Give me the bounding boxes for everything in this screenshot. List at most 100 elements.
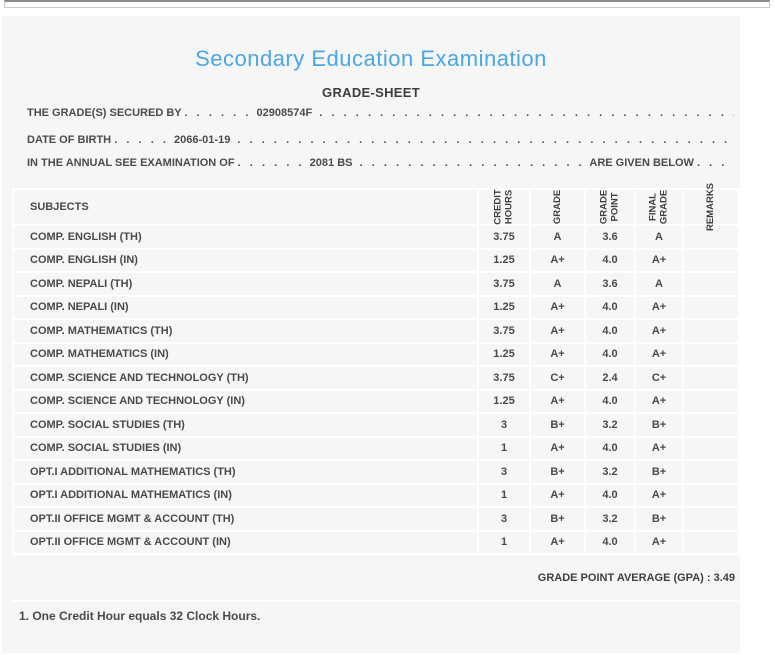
final-grade-cell: B+ bbox=[634, 459, 684, 485]
grade-cell: C+ bbox=[529, 365, 586, 391]
grade-cell: A+ bbox=[529, 341, 586, 367]
credit-hours-cell: 3 bbox=[477, 506, 531, 532]
remarks-cell bbox=[682, 294, 740, 320]
info-line-secured-by: THE GRADE(S) SECURED BY . . . . . . 0290… bbox=[27, 107, 734, 122]
final-grade-cell: A+ bbox=[634, 318, 684, 344]
grade-point-cell: 4.0 bbox=[584, 341, 636, 367]
subject-cell: COMP. SOCIAL STUDIES (IN) bbox=[12, 435, 479, 461]
final-grade-cell: A+ bbox=[634, 247, 684, 273]
final-grade-cell: B+ bbox=[634, 412, 684, 438]
subject-cell: OPT.II OFFICE MGMT & ACCOUNT (IN) bbox=[12, 529, 479, 555]
remarks-cell bbox=[682, 365, 740, 391]
subject-cell: COMP. ENGLISH (IN) bbox=[12, 247, 479, 273]
subject-cell: COMP. NEPALI (IN) bbox=[12, 294, 479, 320]
dotted-leader: . . . . . . . . . . . . . . . . . . . . … bbox=[233, 134, 734, 146]
table-row: COMP. NEPALI (TH) 3.75 A 3.6 A bbox=[12, 271, 740, 297]
top-bar bbox=[4, 0, 770, 8]
table-row: OPT.II OFFICE MGMT & ACCOUNT (TH) 3 B+ 3… bbox=[12, 506, 740, 532]
remarks-cell bbox=[682, 482, 740, 508]
subject-cell: COMP. SOCIAL STUDIES (TH) bbox=[12, 412, 479, 438]
table-row: OPT.I ADDITIONAL MATHEMATICS (TH) 3 B+ 3… bbox=[12, 459, 740, 485]
credit-hours-cell: 3 bbox=[477, 412, 531, 438]
final-grade-cell: A bbox=[634, 271, 684, 297]
credit-hours-cell: 1 bbox=[477, 435, 531, 461]
grade-cell: A+ bbox=[529, 482, 586, 508]
credit-hours-cell: 3.75 bbox=[477, 318, 531, 344]
remarks-cell bbox=[682, 271, 740, 297]
final-grade-cell: A+ bbox=[634, 388, 684, 414]
credit-hours-cell: 3.75 bbox=[477, 271, 531, 297]
final-grade-cell: A+ bbox=[634, 294, 684, 320]
subject-cell: COMP. MATHEMATICS (TH) bbox=[12, 318, 479, 344]
credit-hours-cell: 3 bbox=[477, 459, 531, 485]
grade-sheet-panel: Secondary Education Examination GRADE-SH… bbox=[0, 14, 742, 655]
subject-cell: COMP. NEPALI (TH) bbox=[12, 271, 479, 297]
page-title: Secondary Education Examination bbox=[195, 46, 547, 71]
credit-hours-cell: 1 bbox=[477, 529, 531, 555]
credit-hours-cell: 1 bbox=[477, 482, 531, 508]
subject-cell: OPT.II OFFICE MGMT & ACCOUNT (TH) bbox=[12, 506, 479, 532]
table-header-row: SUBJECTS CREDIT HOURS GRADE GRADE POINT … bbox=[12, 183, 740, 231]
grade-point-cell: 4.0 bbox=[584, 318, 636, 344]
dotted-leader: . . . . . bbox=[114, 134, 171, 146]
date-of-birth-label: DATE OF BIRTH bbox=[27, 134, 115, 146]
subject-cell: COMP. SCIENCE AND TECHNOLOGY (TH) bbox=[12, 365, 479, 391]
gpa-value-text: GRADE POINT AVERAGE (GPA) : 3.49 bbox=[537, 571, 735, 584]
final-grade-cell: A+ bbox=[634, 529, 684, 555]
grade-table-section: SUBJECTS CREDIT HOURS GRADE GRADE POINT … bbox=[12, 183, 740, 623]
table-row: COMP. SOCIAL STUDIES (TH) 3 B+ 3.2 B+ bbox=[12, 412, 740, 438]
grade-point-cell: 2.4 bbox=[584, 365, 636, 391]
column-header-grade: GRADE bbox=[529, 188, 586, 226]
column-header-remarks: REMARKS bbox=[682, 183, 740, 231]
grade-point-cell: 4.0 bbox=[584, 529, 636, 555]
table-row: OPT.I ADDITIONAL MATHEMATICS (IN) 1 A+ 4… bbox=[12, 482, 740, 508]
credit-hours-cell: 3.75 bbox=[477, 224, 531, 250]
grade-cell: A+ bbox=[529, 294, 586, 320]
info-line-examination-year: IN THE ANNUAL SEE EXAMINATION OF . . . .… bbox=[27, 157, 734, 172]
dotted-leader: . . . . . . . . . . . . . . . . . . . . … bbox=[319, 107, 734, 119]
grade-point-cell: 3.2 bbox=[584, 459, 636, 485]
subject-cell: COMP. SCIENCE AND TECHNOLOGY (IN) bbox=[12, 388, 479, 414]
column-header-credit-hours: CREDIT HOURS bbox=[477, 188, 531, 226]
credit-hour-note: 1. One Credit Hour equals 32 Clock Hours… bbox=[19, 609, 261, 623]
subject-cell: COMP. ENGLISH (TH) bbox=[12, 224, 479, 250]
table-row: COMP. ENGLISH (IN) 1.25 A+ 4.0 A+ bbox=[12, 247, 740, 273]
candidate-symbol-number: 02908574F bbox=[253, 107, 316, 119]
grade-point-cell: 3.2 bbox=[584, 506, 636, 532]
remarks-cell bbox=[682, 388, 740, 414]
gpa-summary-row: GRADE POINT AVERAGE (GPA) : 3.49 bbox=[12, 555, 738, 600]
remarks-cell bbox=[682, 459, 740, 485]
divider bbox=[12, 600, 738, 602]
grade-cell: B+ bbox=[529, 412, 586, 438]
grade-cell: A+ bbox=[529, 529, 586, 555]
grade-table: SUBJECTS CREDIT HOURS GRADE GRADE POINT … bbox=[12, 183, 740, 555]
table-row: OPT.II OFFICE MGMT & ACCOUNT (IN) 1 A+ 4… bbox=[12, 529, 740, 555]
grade-point-cell: 4.0 bbox=[584, 294, 636, 320]
grade-point-cell: 4.0 bbox=[584, 482, 636, 508]
table-row: COMP. MATHEMATICS (IN) 1.25 A+ 4.0 A+ bbox=[12, 341, 740, 367]
subject-cell: COMP. MATHEMATICS (IN) bbox=[12, 341, 479, 367]
page-subtitle: GRADE-SHEET bbox=[322, 85, 420, 100]
table-row: COMP. NEPALI (IN) 1.25 A+ 4.0 A+ bbox=[12, 294, 740, 320]
are-given-below-label: ARE GIVEN BELOW bbox=[586, 157, 697, 169]
grade-rows: COMP. ENGLISH (TH) 3.75 A 3.6 A COMP. EN… bbox=[12, 224, 740, 555]
column-header-grade-point: GRADE POINT bbox=[584, 188, 636, 226]
credit-hours-cell: 1.25 bbox=[477, 294, 531, 320]
info-line-date-of-birth: DATE OF BIRTH . . . . . 2066-01-19 . . .… bbox=[27, 134, 734, 149]
grade-cell: A bbox=[529, 271, 586, 297]
grade-point-cell: 3.6 bbox=[584, 271, 636, 297]
subject-cell: OPT.I ADDITIONAL MATHEMATICS (IN) bbox=[12, 482, 479, 508]
grade-point-cell: 4.0 bbox=[584, 388, 636, 414]
final-grade-cell: A+ bbox=[634, 482, 684, 508]
credit-hours-cell: 1.25 bbox=[477, 341, 531, 367]
dotted-leader: . . . . . . . . . . . . . . . . . . . bbox=[355, 157, 587, 169]
remarks-cell bbox=[682, 435, 740, 461]
final-grade-cell: C+ bbox=[634, 365, 684, 391]
remarks-cell bbox=[682, 529, 740, 555]
final-grade-cell: B+ bbox=[634, 506, 684, 532]
table-row: COMP. ENGLISH (TH) 3.75 A 3.6 A bbox=[12, 224, 740, 250]
table-row: COMP. SOCIAL STUDIES (IN) 1 A+ 4.0 A+ bbox=[12, 435, 740, 461]
grade-cell: B+ bbox=[529, 459, 586, 485]
grade-cell: A+ bbox=[529, 435, 586, 461]
